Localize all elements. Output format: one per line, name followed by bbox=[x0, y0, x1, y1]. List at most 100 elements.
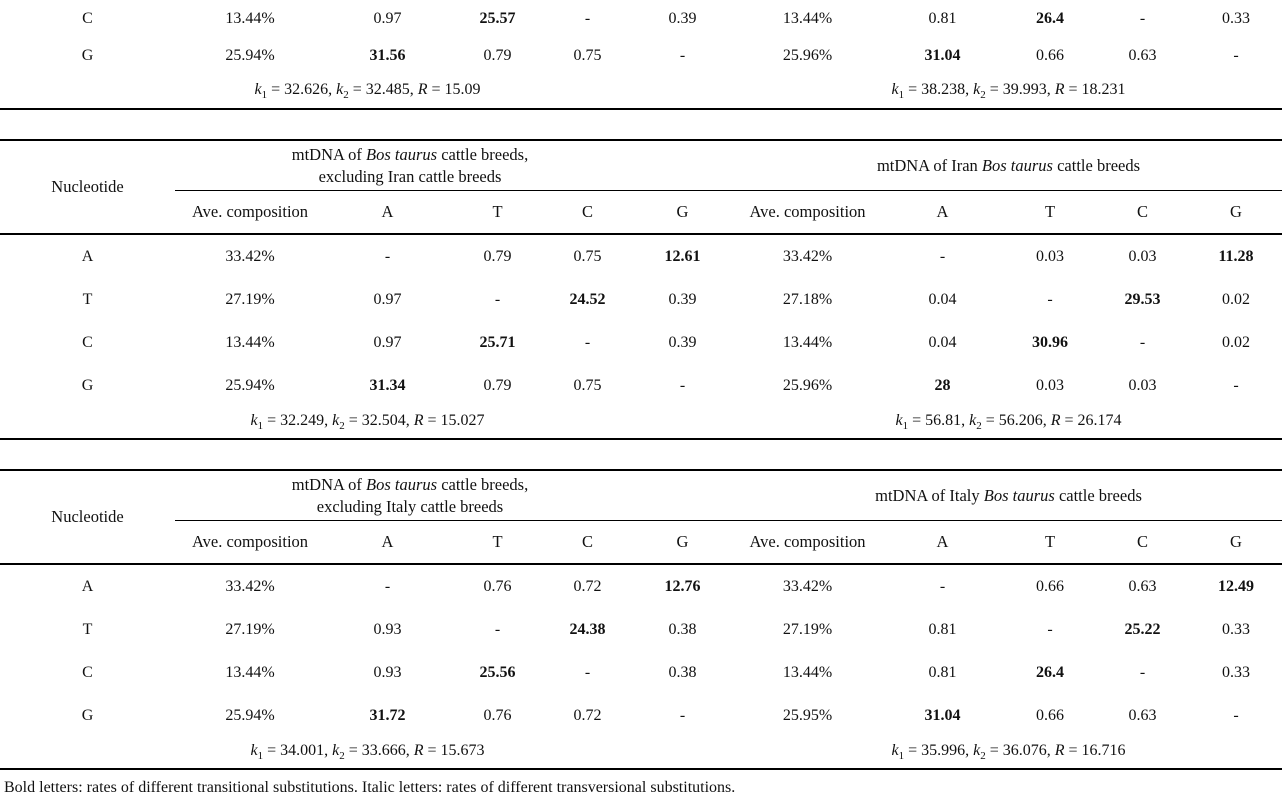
table-row: C 13.44% 0.93 25.56 - 0.38 13.44% 0.81 2… bbox=[0, 651, 1282, 694]
k2-label: k bbox=[332, 742, 340, 760]
avg-composition-cell: 13.44% bbox=[782, 333, 833, 351]
rate-cell: 0.03 bbox=[1036, 376, 1064, 394]
stats-row: k1 = 32.249, k2 = 32.504, R = 15.027 k1 … bbox=[0, 407, 1282, 439]
table-row: T 27.19% 0.97 - 24.52 0.39 27.18% 0.04 -… bbox=[0, 278, 1282, 321]
col-header-c: C bbox=[1095, 190, 1190, 235]
avg-composition-cell: 27.19% bbox=[782, 620, 833, 638]
diagonal-dash-cell: - bbox=[1139, 333, 1146, 351]
table-row: C 13.44% 0.97 25.57 - 0.39 13.44% 0.81 2… bbox=[0, 0, 1282, 37]
group-header-text: cattle breeds bbox=[1052, 155, 1141, 175]
rate-cell-transition: 26.4 bbox=[1036, 9, 1064, 27]
table-row: C 13.44% 0.97 25.71 - 0.39 13.44% 0.04 3… bbox=[0, 321, 1282, 364]
diagonal-dash-cell: - bbox=[584, 9, 591, 27]
rate-cell: 0.39 bbox=[668, 290, 697, 308]
k2-label: k bbox=[973, 80, 981, 98]
rate-cell: 0.33 bbox=[1222, 663, 1250, 681]
rate-cell-transition: 12.49 bbox=[1218, 577, 1254, 595]
rate-cell: 0.63 bbox=[1128, 46, 1157, 64]
rate-cell-transition: 24.52 bbox=[569, 290, 606, 308]
group-header-text: cattle breeds, bbox=[437, 475, 529, 495]
nucleotide-cell: T bbox=[82, 620, 93, 638]
k2-value: = 33.666, bbox=[344, 742, 414, 760]
rate-cell: 0.02 bbox=[1222, 333, 1250, 351]
col-header-ave-composition: Ave. composition bbox=[175, 190, 325, 235]
col-header-g: G bbox=[630, 520, 735, 565]
stats-right: k1 = 38.238, k2 = 39.993, R = 18.231 bbox=[735, 74, 1282, 109]
col-header-c: C bbox=[545, 520, 630, 565]
k1-label: k bbox=[891, 742, 899, 760]
avg-composition-cell: 13.44% bbox=[225, 9, 275, 27]
k2-value: = 56.206, bbox=[981, 412, 1051, 430]
nucleotide-cell: G bbox=[81, 706, 94, 724]
rate-cell: 0.97 bbox=[373, 9, 402, 27]
group-header-text: cattle breeds bbox=[1054, 485, 1142, 505]
group-header-text: mtDNA of Iran bbox=[876, 155, 982, 175]
diagonal-dash-cell: - bbox=[1047, 290, 1053, 308]
col-header-t: T bbox=[450, 190, 545, 235]
diagonal-dash-cell: - bbox=[584, 663, 591, 681]
avg-composition-cell: 13.44% bbox=[782, 9, 833, 27]
k2-subscript: 2 bbox=[976, 420, 982, 433]
table-row: G 25.94% 31.56 0.79 0.75 - 25.96% 31.04 … bbox=[0, 37, 1282, 74]
nucleotide-cell: C bbox=[82, 9, 93, 27]
table-excluding-iran: Nucleotide mtDNA of Bos taurus cattle br… bbox=[0, 139, 1282, 440]
rate-cell: 0.33 bbox=[1222, 9, 1250, 27]
rate-cell: 0.79 bbox=[483, 247, 512, 265]
rate-cell: 0.03 bbox=[1128, 247, 1157, 265]
rate-cell-transition: 31.04 bbox=[924, 706, 961, 724]
rate-cell: 0.04 bbox=[928, 333, 957, 351]
stats-row: k1 = 32.626, k2 = 32.485, R = 15.09 k1 =… bbox=[0, 74, 1282, 109]
rate-cell: 0.39 bbox=[668, 9, 697, 27]
col-header-a: A bbox=[325, 190, 450, 235]
stats-right: k1 = 56.81, k2 = 56.206, R = 26.174 bbox=[735, 407, 1282, 439]
stats-left: k1 = 32.626, k2 = 32.485, R = 15.09 bbox=[0, 74, 735, 109]
rate-cell-transition: 12.61 bbox=[664, 247, 701, 265]
species-name: Bos taurus bbox=[983, 485, 1055, 505]
nucleotide-cell: G bbox=[81, 376, 94, 394]
diagonal-dash-cell: - bbox=[939, 247, 946, 265]
col-header-a: A bbox=[880, 190, 1005, 235]
k2-value: = 32.504, bbox=[344, 412, 414, 430]
rate-cell: 0.33 bbox=[1222, 620, 1250, 638]
rate-cell: 0.76 bbox=[483, 706, 512, 724]
k2-subscript: 2 bbox=[339, 420, 345, 433]
nucleotide-cell: G bbox=[81, 46, 94, 64]
rate-cell: 0.75 bbox=[573, 247, 602, 265]
rate-cell: 0.02 bbox=[1222, 290, 1250, 308]
avg-composition-cell: 33.42% bbox=[782, 577, 833, 595]
r-value: = 15.027 bbox=[423, 412, 485, 430]
stats-left: k1 = 32.249, k2 = 32.504, R = 15.027 bbox=[0, 407, 735, 439]
rate-cell: 0.97 bbox=[373, 290, 402, 308]
k1-label: k bbox=[250, 742, 258, 760]
rate-cell: 0.81 bbox=[928, 663, 957, 681]
rate-cell-transition: 25.71 bbox=[479, 333, 516, 351]
table-row: A 33.42% - 0.79 0.75 12.61 33.42% - 0.03… bbox=[0, 234, 1282, 278]
col-header-a: A bbox=[880, 520, 1005, 565]
col-header-ave-composition: Ave. composition bbox=[735, 190, 880, 235]
avg-composition-cell: 25.96% bbox=[782, 376, 833, 394]
k2-subscript: 2 bbox=[343, 89, 349, 102]
table-row: T 27.19% 0.93 - 24.38 0.38 27.19% 0.81 -… bbox=[0, 608, 1282, 651]
rate-cell: 0.63 bbox=[1128, 577, 1157, 595]
k1-label: k bbox=[895, 412, 903, 430]
r-label: R bbox=[413, 742, 424, 760]
nucleotide-cell: C bbox=[82, 333, 93, 351]
species-name: Bos taurus bbox=[981, 155, 1053, 175]
avg-composition-cell: 33.42% bbox=[782, 247, 833, 265]
table-top-partial: C 13.44% 0.97 25.57 - 0.39 13.44% 0.81 2… bbox=[0, 0, 1282, 110]
rate-cell-transition: 12.76 bbox=[664, 577, 701, 595]
avg-composition-cell: 33.42% bbox=[225, 577, 275, 595]
rate-cell: 0.04 bbox=[928, 290, 957, 308]
k1-subscript: 1 bbox=[902, 420, 909, 433]
col-header-t: T bbox=[1005, 520, 1095, 565]
k1-subscript: 1 bbox=[257, 420, 264, 433]
group-header-text: excluding Italy cattle breeds bbox=[316, 496, 504, 516]
k1-subscript: 1 bbox=[898, 89, 905, 102]
group-header-right: mtDNA of Iran Bos taurus cattle breeds bbox=[735, 140, 1282, 191]
species-name: Bos taurus bbox=[366, 475, 438, 495]
rate-cell-transition: 31.34 bbox=[369, 376, 406, 394]
k1-subscript: 1 bbox=[257, 750, 264, 763]
diagonal-dash-cell: - bbox=[494, 620, 501, 638]
rate-cell: 0.03 bbox=[1128, 376, 1157, 394]
stats-right: k1 = 35.996, k2 = 36.076, R = 16.716 bbox=[735, 737, 1282, 769]
